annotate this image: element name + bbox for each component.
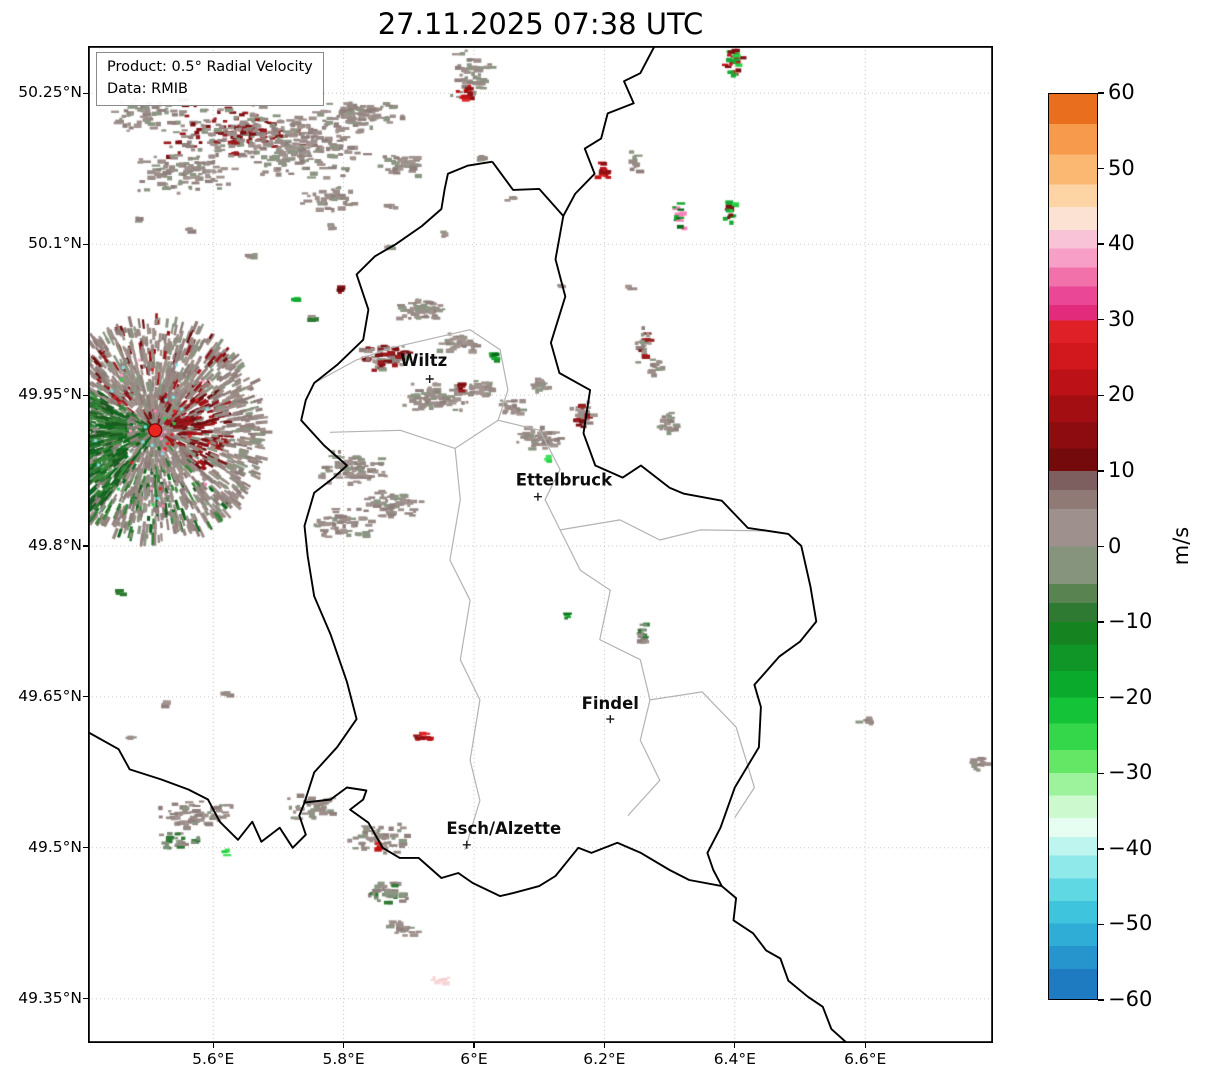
district-border	[497, 419, 561, 531]
city-label: Wiltz	[400, 351, 447, 370]
colorbar-tick	[1098, 696, 1104, 699]
colorbar-tick-label: 20	[1108, 382, 1135, 407]
product-label: Product: 0.5° Radial Velocity	[107, 59, 313, 75]
colorbar-tick	[1098, 621, 1104, 623]
district-border	[560, 519, 765, 541]
colorbar-tick-label: 30	[1108, 306, 1135, 331]
y-axis-tick-label: 50.25°N	[18, 83, 82, 102]
x-axis-tick	[734, 1043, 736, 1048]
city-marker	[606, 715, 615, 724]
x-axis-tick-label: 5.8°E	[322, 1050, 365, 1068]
colorbar-tick-label: 10	[1108, 457, 1135, 482]
x-axis-tick-label: 6.6°E	[844, 1050, 887, 1068]
radar-site-marker	[148, 423, 163, 438]
district-border	[313, 347, 392, 384]
colorbar-tick	[1098, 848, 1104, 850]
district-border	[649, 691, 755, 818]
x-axis-tick	[212, 1043, 214, 1048]
country-border	[88, 731, 307, 849]
x-axis-tick	[343, 1043, 345, 1048]
x-axis-tick-label: 5.6°E	[192, 1050, 235, 1068]
city-label: Findel	[582, 694, 639, 713]
y-axis-tick-label: 49.5°N	[28, 837, 82, 856]
y-axis-tick-label: 49.65°N	[18, 686, 82, 705]
district-border	[391, 329, 509, 421]
city-marker	[533, 492, 542, 501]
map-plot-area: Wiltz Ettelbruck Findel Esch/Alzette Produc…	[88, 46, 993, 1043]
x-axis-tick	[473, 1043, 475, 1048]
colorbar-tick-label: 40	[1108, 231, 1135, 256]
colorbar-tick	[1098, 999, 1104, 1001]
colorbar	[1048, 93, 1098, 1000]
colorbar-tick-label: −50	[1108, 911, 1153, 936]
colorbar-tick	[1098, 470, 1104, 472]
district-border	[449, 448, 481, 850]
x-axis-tick	[603, 1043, 605, 1048]
radar-echoes-canvas	[88, 46, 993, 1043]
x-axis-tick-label: 6°E	[460, 1050, 488, 1068]
data-source-label: Data: RMIB	[107, 80, 188, 97]
colorbar-tick	[1098, 545, 1104, 548]
colorbar-tick-label: 0	[1108, 533, 1122, 558]
colorbar-tick	[1098, 92, 1104, 94]
figure-title: 27.11.2025 07:38 UTC	[377, 7, 704, 41]
y-axis-tick-label: 50.1°N	[28, 234, 82, 253]
colorbar-unit-label: m/s	[1169, 526, 1193, 566]
district-border	[559, 529, 661, 817]
product-info-box: Product: 0.5° Radial Velocity Data: RMIB	[96, 52, 324, 106]
colorbar-tick	[1098, 167, 1104, 170]
map-borders-overlay: Wiltz Ettelbruck Findel Esch/Alzette	[88, 46, 993, 1043]
plot-frame	[88, 46, 993, 1043]
city-label: Esch/Alzette	[446, 819, 561, 838]
country-border	[562, 46, 656, 217]
colorbar-tick	[1098, 318, 1104, 321]
y-axis-tick-label: 49.8°N	[28, 536, 82, 554]
city-marker	[425, 375, 434, 383]
city-marker	[462, 840, 471, 849]
district-border	[329, 419, 499, 449]
colorbar-tick	[1098, 394, 1104, 397]
colorbar-tick-label: 60	[1108, 80, 1135, 104]
colorbar-tick-label: −60	[1108, 987, 1153, 1011]
x-axis-tick	[864, 1043, 866, 1048]
y-axis-tick-label: 49.95°N	[18, 385, 82, 404]
x-axis-tick-label: 6.4°E	[713, 1050, 756, 1068]
country-border	[721, 885, 848, 1043]
colorbar-tick-label: −40	[1108, 835, 1153, 860]
colorbar-tick-label: −20	[1108, 684, 1153, 709]
colorbar-tick	[1098, 923, 1104, 926]
colorbar-tick	[1098, 243, 1104, 245]
colorbar-tick	[1098, 772, 1104, 775]
city-label: Ettelbruck	[516, 471, 613, 490]
colorbar-tick-label: 50	[1108, 155, 1135, 180]
x-axis-tick-label: 6.2°E	[583, 1050, 626, 1068]
country-border	[300, 160, 818, 898]
colorbar-tick-label: −10	[1108, 609, 1153, 634]
y-axis-tick-label: 49.35°N	[18, 988, 82, 1007]
colorbar-tick-label: −30	[1108, 760, 1153, 785]
